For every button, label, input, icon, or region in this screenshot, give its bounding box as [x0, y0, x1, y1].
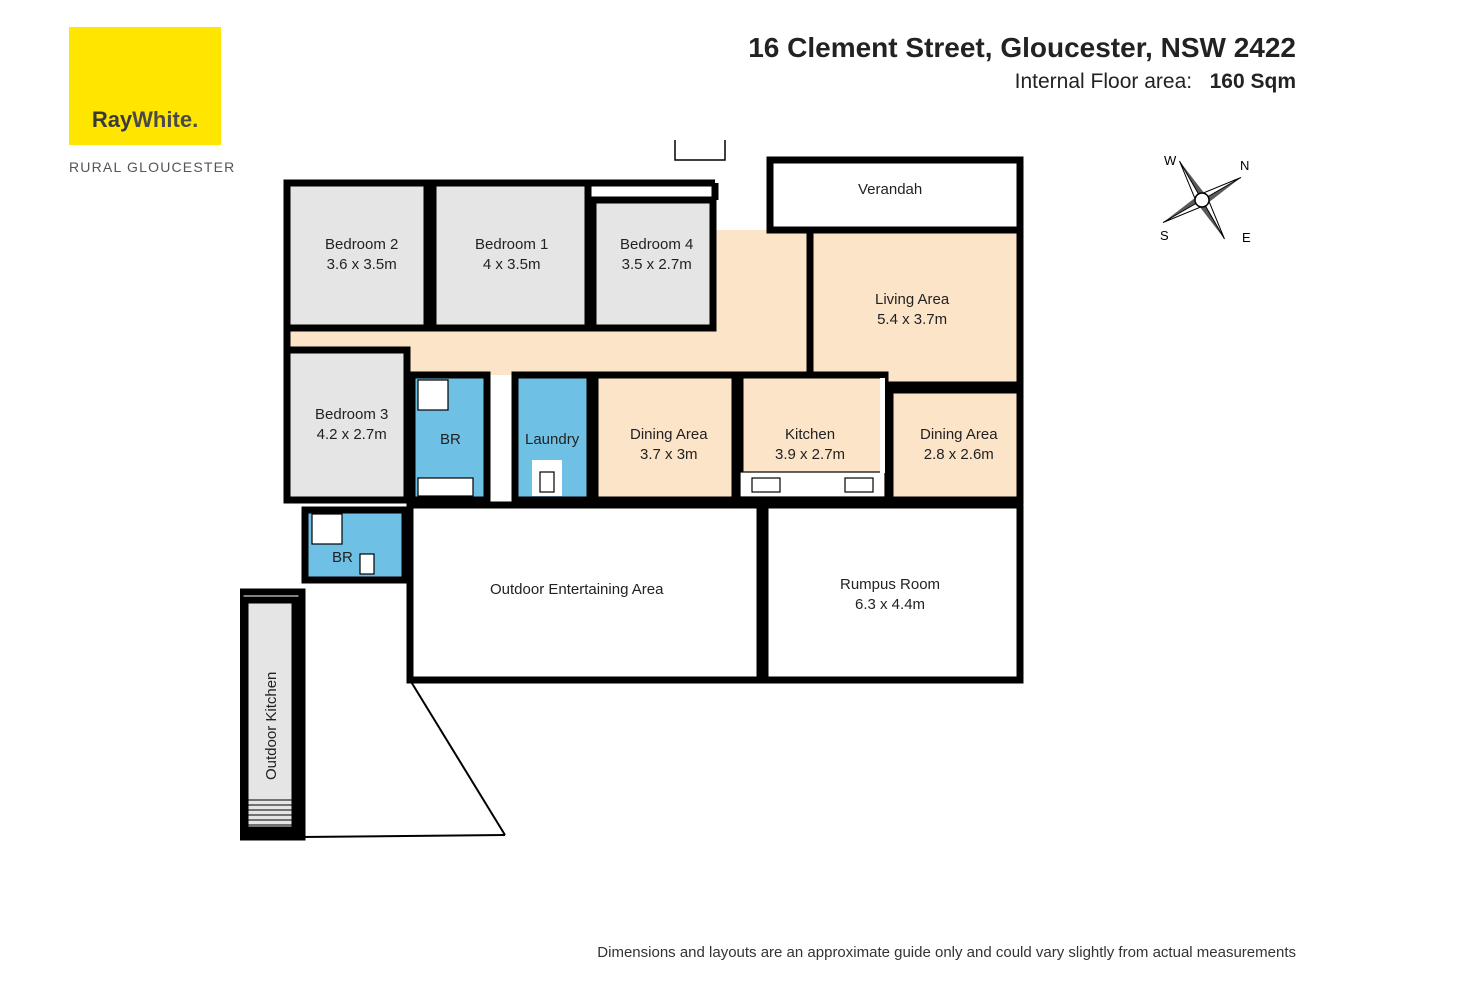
- brand-logo: RayWhite. RURAL GLOUCESTER: [69, 27, 236, 175]
- room-label-bedroom4: Bedroom 43.5 x 2.7m: [620, 235, 693, 276]
- room-label-outdoor: Outdoor Entertaining Area: [490, 580, 663, 600]
- room-label-verandah: Verandah: [858, 180, 922, 200]
- logo-light: White: [132, 107, 192, 132]
- sub-brand: RURAL GLOUCESTER: [69, 159, 236, 175]
- area-label: Internal Floor area:: [1015, 70, 1192, 93]
- header: 16 Clement Street, Gloucester, NSW 2422 …: [748, 32, 1296, 94]
- room-label-bedroom1: Bedroom 14 x 3.5m: [475, 235, 548, 276]
- logo-text: RayWhite.: [92, 107, 198, 133]
- room-label-dining2: Dining Area2.8 x 2.6m: [920, 425, 998, 466]
- compass-s: S: [1160, 228, 1169, 243]
- logo-bold: Ray: [92, 107, 132, 132]
- area-line: Internal Floor area: 160 Sqm: [748, 70, 1296, 94]
- logo-dot: .: [192, 107, 198, 132]
- room-label-bedroom3: Bedroom 34.2 x 2.7m: [315, 405, 388, 446]
- logo-badge: RayWhite.: [69, 27, 221, 145]
- room-label-outkitchen: Outdoor Kitchen: [262, 672, 282, 780]
- room-label-kitchen: Kitchen3.9 x 2.7m: [775, 425, 845, 466]
- room-label-rumpus: Rumpus Room6.3 x 4.4m: [840, 575, 940, 616]
- room-label-bedroom2: Bedroom 23.6 x 3.5m: [325, 235, 398, 276]
- compass-e: E: [1242, 230, 1251, 245]
- room-label-br1: BR: [440, 430, 461, 450]
- room-label-living: Living Area5.4 x 3.7m: [875, 290, 949, 331]
- compass-icon: W N S E: [1142, 140, 1262, 260]
- room-label-br2: BR: [332, 548, 353, 568]
- compass-w: W: [1164, 153, 1177, 168]
- area-value: 160 Sqm: [1210, 70, 1296, 93]
- disclaimer: Dimensions and layouts are an approximat…: [597, 944, 1296, 961]
- room-label-laundry: Laundry: [525, 430, 579, 450]
- compass-n: N: [1240, 158, 1249, 173]
- address: 16 Clement Street, Gloucester, NSW 2422: [748, 32, 1296, 64]
- room-label-dining1: Dining Area3.7 x 3m: [630, 425, 708, 466]
- floor-plan: Verandah Bedroom 23.6 x 3.5m Bedroom 14 x …: [240, 140, 1040, 870]
